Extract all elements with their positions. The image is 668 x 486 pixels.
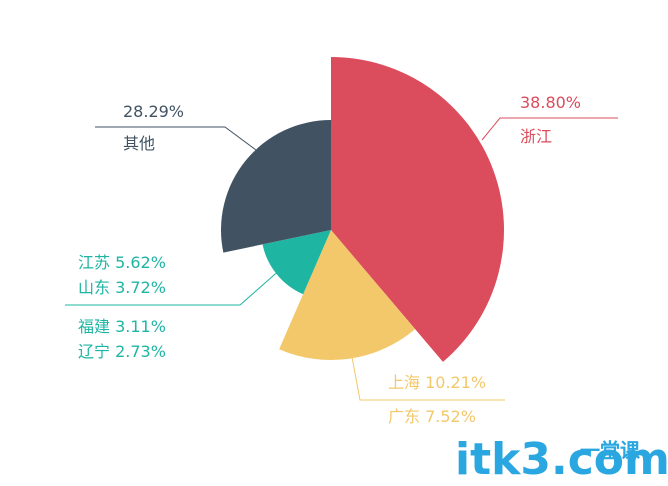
slice-value: 28.29% <box>123 102 184 121</box>
watermark-brand: 一堂课 <box>580 439 641 463</box>
sector <box>279 230 416 360</box>
sector <box>331 57 504 362</box>
slice-value: 38.80% <box>520 93 581 112</box>
slice-name: 辽宁 <box>78 342 110 361</box>
slice-label: 辽宁 2.73% <box>78 342 166 361</box>
slice-name: 山东 <box>78 278 110 297</box>
slice-value: 7.52% <box>425 407 476 426</box>
slice-label: 其他 <box>123 134 155 153</box>
slice-name: 广东 <box>388 407 420 426</box>
slice-label: 38.80% <box>520 93 581 112</box>
slice-name: 福建 <box>78 317 110 336</box>
leader-line <box>95 126 257 151</box>
leader-line <box>481 117 618 141</box>
leader-line <box>351 356 505 401</box>
slice-label: 广东 7.52% <box>388 407 476 426</box>
slice-name: 上海 <box>388 373 420 392</box>
slice-value: 2.73% <box>115 342 166 361</box>
sector <box>220 119 331 253</box>
slice-value: 3.72% <box>115 278 166 297</box>
slice-label: 山东 3.72% <box>78 278 166 297</box>
slice-label: 江苏 5.62% <box>78 253 166 272</box>
slice-value: 10.21% <box>425 373 486 392</box>
slice-name: 江苏 <box>78 253 110 272</box>
slice-name: 浙江 <box>520 127 552 146</box>
slice-label: 浙江 <box>520 127 552 146</box>
leader-line <box>65 267 283 306</box>
slice-label: 上海 10.21% <box>388 373 486 392</box>
slice-label: 福建 3.11% <box>78 317 166 336</box>
sector <box>262 230 331 295</box>
slice-name: 其他 <box>123 134 155 153</box>
slice-value: 5.62% <box>115 253 166 272</box>
slice-label: 28.29% <box>123 102 184 121</box>
watermark-site: itk3.com <box>455 434 668 485</box>
slice-value: 3.11% <box>115 317 166 336</box>
